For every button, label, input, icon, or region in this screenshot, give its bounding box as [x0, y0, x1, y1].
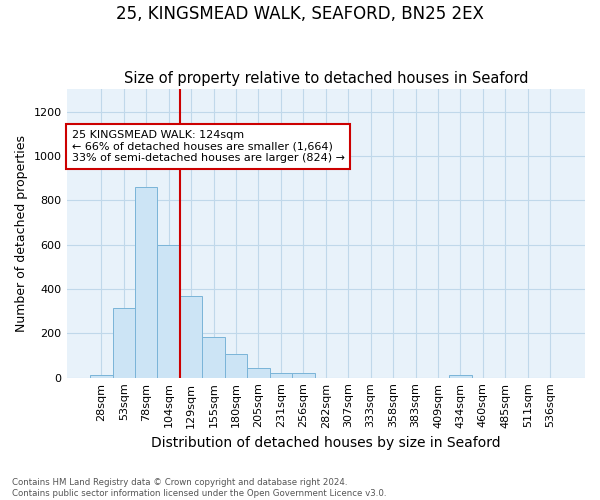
Bar: [225, 354, 247, 378]
Bar: [113, 308, 135, 378]
Text: Contains HM Land Registry data © Crown copyright and database right 2024.
Contai: Contains HM Land Registry data © Crown c…: [12, 478, 386, 498]
Bar: [90, 376, 113, 378]
Bar: [292, 373, 314, 378]
Bar: [449, 376, 472, 378]
Text: 25, KINGSMEAD WALK, SEAFORD, BN25 2EX: 25, KINGSMEAD WALK, SEAFORD, BN25 2EX: [116, 5, 484, 23]
Bar: [135, 187, 157, 378]
Bar: [247, 368, 269, 378]
Title: Size of property relative to detached houses in Seaford: Size of property relative to detached ho…: [124, 70, 528, 86]
Bar: [180, 296, 202, 378]
X-axis label: Distribution of detached houses by size in Seaford: Distribution of detached houses by size …: [151, 436, 500, 450]
Text: 25 KINGSMEAD WALK: 124sqm
← 66% of detached houses are smaller (1,664)
33% of se: 25 KINGSMEAD WALK: 124sqm ← 66% of detac…: [72, 130, 345, 163]
Bar: [202, 336, 225, 378]
Bar: [269, 373, 292, 378]
Bar: [157, 244, 180, 378]
Y-axis label: Number of detached properties: Number of detached properties: [15, 135, 28, 332]
